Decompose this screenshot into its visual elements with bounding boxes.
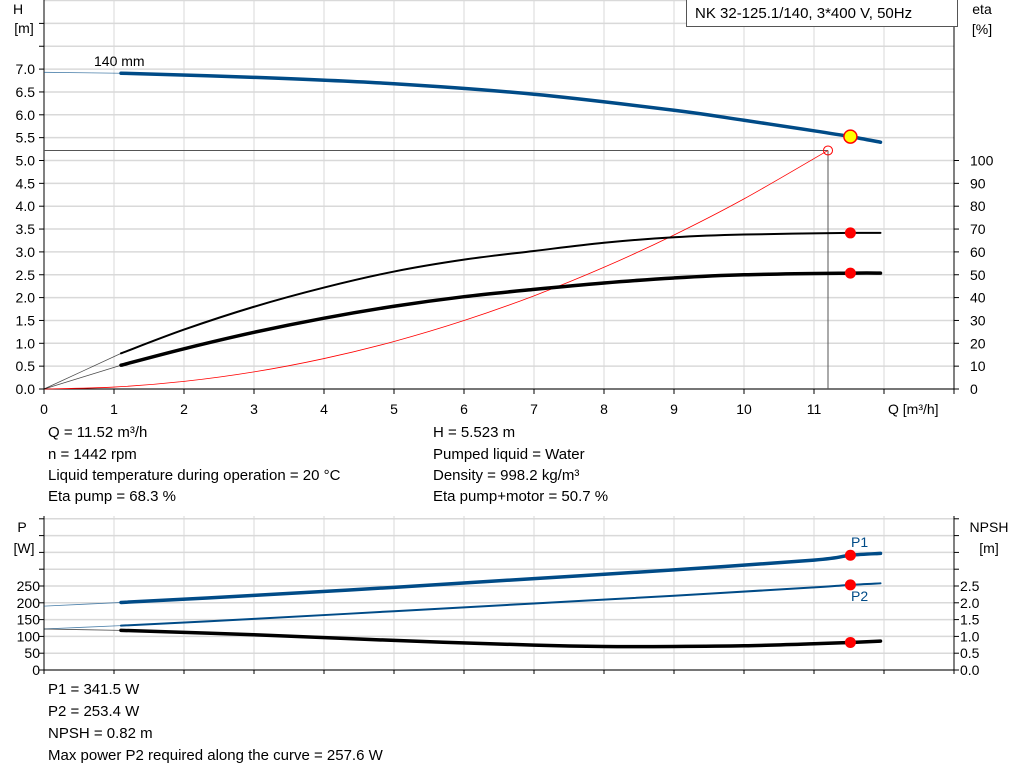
q-tick-label: 6 bbox=[460, 401, 468, 417]
info-density: Density = 998.2 kg/m³ bbox=[433, 467, 580, 484]
info-npsh: NPSH = 0.82 m bbox=[48, 725, 153, 742]
h-tick-label: 7.0 bbox=[16, 61, 36, 77]
h-tick-label: 3.0 bbox=[16, 244, 36, 260]
q-tick-label: 4 bbox=[320, 401, 328, 417]
series-label-p2: P2 bbox=[851, 588, 868, 604]
q-tick-label: 8 bbox=[600, 401, 608, 417]
p1-curve-extrapolation bbox=[43, 602, 122, 607]
info-liquid: Pumped liquid = Water bbox=[433, 446, 585, 463]
reference-point bbox=[823, 145, 833, 156]
q-tick-label: 5 bbox=[390, 401, 398, 417]
eta-pump-curve bbox=[120, 231, 882, 355]
eta-tick-label: 30 bbox=[970, 312, 986, 328]
eta-pump-motor-curve bbox=[119, 271, 883, 367]
info-temp: Liquid temperature during operation = 20… bbox=[48, 467, 341, 484]
p-tick-label: 200 bbox=[17, 595, 41, 611]
q-tick-label: 11 bbox=[807, 401, 822, 417]
system-curve bbox=[43, 150, 829, 390]
p2-curve-extrapolation bbox=[43, 625, 122, 630]
h-tick-label: 4.0 bbox=[16, 198, 36, 214]
h-tick-label: 5.0 bbox=[16, 153, 36, 169]
chart-title: NK 32-125.1/140, 3*400 V, 50Hz bbox=[686, 0, 958, 27]
npsh-tick-label: 2.0 bbox=[960, 595, 980, 611]
series-label-p1: P1 bbox=[851, 534, 868, 550]
info-eta-pump-motor: Eta pump+motor = 50.7 % bbox=[433, 488, 609, 505]
npsh-tick-label: 0.0 bbox=[960, 662, 980, 678]
y-axis-label-p: P bbox=[17, 519, 26, 535]
q-tick-label: 10 bbox=[736, 401, 752, 417]
h-tick-label: 0.0 bbox=[16, 381, 36, 397]
p2-curve bbox=[120, 582, 882, 627]
info-q: Q = 11.52 m³/h bbox=[48, 424, 148, 441]
y-axis-label-p-unit: [W] bbox=[14, 540, 35, 556]
y-axis-label-npsh-unit: [m] bbox=[979, 540, 998, 556]
operating-point-h bbox=[843, 129, 858, 144]
head-curve bbox=[119, 71, 883, 144]
operating-point-p1 bbox=[844, 549, 856, 561]
eta-tick-label: 20 bbox=[970, 335, 986, 351]
eta-tick-label: 80 bbox=[970, 198, 986, 214]
eta-pump-motor-curve-extrapolation bbox=[43, 364, 122, 390]
q-tick-label: 3 bbox=[250, 401, 258, 417]
h-tick-label: 2.0 bbox=[16, 290, 36, 306]
operating-point-npsh bbox=[844, 636, 856, 648]
eta-tick-label: 90 bbox=[970, 175, 986, 191]
eta-tick-label: 10 bbox=[970, 358, 986, 374]
eta-tick-label: 0 bbox=[970, 381, 978, 397]
y-axis-label-h: H bbox=[13, 1, 23, 17]
q-tick-label: 7 bbox=[530, 401, 538, 417]
h-tick-label: 4.5 bbox=[16, 175, 36, 191]
y-axis-label-npsh: NPSH bbox=[970, 519, 1009, 535]
npsh-curve bbox=[119, 628, 883, 649]
info-n: n = 1442 rpm bbox=[48, 446, 137, 463]
p-tick-label: 50 bbox=[24, 645, 40, 661]
h-tick-label: 6.5 bbox=[16, 84, 36, 100]
h-tick-label: 3.5 bbox=[16, 221, 36, 237]
h-tick-label: 2.5 bbox=[16, 267, 36, 283]
p-tick-label: 0 bbox=[32, 662, 40, 678]
info-p2: P2 = 253.4 W bbox=[48, 703, 140, 720]
eta-tick-label: 70 bbox=[970, 221, 986, 237]
curve-label-impeller: 140 mm bbox=[94, 53, 145, 69]
operating-point-p2 bbox=[844, 579, 856, 591]
eta-tick-label: 60 bbox=[970, 244, 986, 260]
q-tick-label: 1 bbox=[110, 401, 118, 417]
info-p1: P1 = 341.5 W bbox=[48, 681, 140, 698]
npsh-tick-label: 2.5 bbox=[960, 578, 980, 594]
npsh-curve-extrapolation bbox=[43, 628, 122, 631]
eta-pump-curve-extrapolation bbox=[43, 352, 122, 390]
y-axis-label-h-unit: [m] bbox=[14, 20, 33, 36]
p-tick-label: 150 bbox=[17, 612, 41, 628]
h-tick-label: 0.5 bbox=[16, 358, 36, 374]
operating-point-eta-pump bbox=[844, 227, 856, 239]
p-tick-label: 100 bbox=[17, 628, 41, 644]
eta-tick-label: 50 bbox=[970, 267, 986, 283]
h-tick-label: 1.0 bbox=[16, 335, 36, 351]
npsh-tick-label: 1.5 bbox=[960, 612, 980, 628]
q-tick-label: 0 bbox=[40, 401, 48, 417]
q-tick-label: 9 bbox=[670, 401, 678, 417]
x-axis-label: Q [m³/h] bbox=[888, 401, 939, 417]
info-h: H = 5.523 m bbox=[433, 424, 516, 441]
y-axis-label-eta-unit: [%] bbox=[972, 21, 992, 37]
y-axis-label-eta: eta bbox=[972, 1, 992, 17]
h-tick-label: 5.5 bbox=[16, 130, 36, 146]
h-tick-label: 1.5 bbox=[16, 312, 36, 328]
head-curve-extrapolation bbox=[43, 71, 122, 74]
eta-tick-label: 40 bbox=[970, 290, 986, 306]
info-max-p2: Max power P2 required along the curve = … bbox=[48, 747, 383, 764]
npsh-tick-label: 0.5 bbox=[960, 645, 980, 661]
info-eta-pump: Eta pump = 68.3 % bbox=[48, 488, 176, 505]
h-tick-label: 6.0 bbox=[16, 107, 36, 123]
p-tick-label: 250 bbox=[17, 578, 41, 594]
p1-curve bbox=[119, 551, 883, 605]
npsh-tick-label: 1.0 bbox=[960, 628, 980, 644]
operating-point-eta-pump-motor bbox=[844, 267, 856, 279]
eta-tick-label: 100 bbox=[970, 153, 994, 169]
q-tick-label: 2 bbox=[180, 401, 188, 417]
